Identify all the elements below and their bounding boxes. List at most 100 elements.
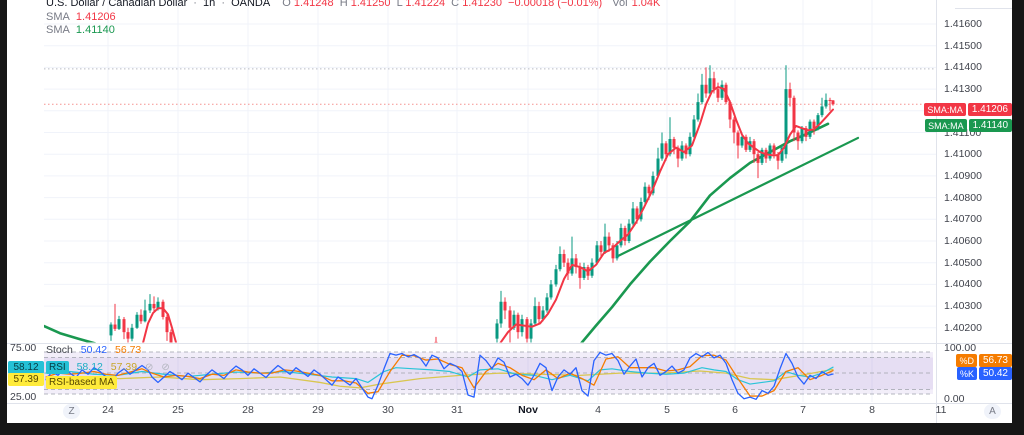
sma2-legend-row[interactable]: SMA 1.41140 bbox=[46, 24, 118, 36]
price-axis-border bbox=[936, 0, 937, 423]
badge-name: %D bbox=[956, 354, 977, 367]
candle-body bbox=[660, 143, 664, 159]
candle-body bbox=[495, 323, 499, 339]
candle-body bbox=[549, 284, 553, 298]
sma1-value: 1.41206 bbox=[75, 11, 116, 23]
sma2-label: SMA bbox=[46, 24, 70, 36]
price-axis-label: 1.40700 bbox=[944, 213, 982, 226]
candle-body bbox=[537, 306, 541, 320]
candle-body bbox=[595, 245, 599, 263]
candle-body bbox=[525, 319, 529, 339]
exchange-label: OANDA bbox=[231, 0, 271, 9]
candle-body bbox=[804, 128, 808, 137]
candle-body bbox=[672, 139, 676, 148]
stoch-name: Stoch bbox=[46, 344, 73, 356]
candle-body bbox=[143, 310, 147, 322]
candle-body bbox=[688, 136, 692, 155]
candle-body bbox=[740, 136, 744, 146]
axis-badge-smama: SMA:MA 1.41140 bbox=[925, 119, 1012, 132]
candle-body bbox=[692, 119, 696, 137]
price-axis-label: 1.40500 bbox=[944, 256, 982, 269]
stoch-legend-row[interactable]: Stoch 50.42 56.73 bbox=[46, 344, 146, 356]
candle-body bbox=[611, 245, 615, 259]
candle-body bbox=[720, 84, 724, 98]
candle-body bbox=[792, 97, 796, 133]
candle-body bbox=[708, 78, 712, 94]
separator-dot: · bbox=[193, 0, 197, 9]
badge-value: 1.41140 bbox=[968, 119, 1012, 132]
candle-body bbox=[615, 245, 619, 259]
pane-separator[interactable] bbox=[7, 343, 1012, 344]
symbol-title: U.S. Dollar / Canadian Dollar bbox=[46, 0, 188, 9]
time-axis-label: 6 bbox=[732, 404, 738, 416]
candle-body bbox=[776, 154, 780, 161]
stoch-d-value: 56.73 bbox=[114, 344, 142, 356]
badge-name: SMA:MA bbox=[925, 119, 967, 132]
time-axis-label: 29 bbox=[312, 404, 324, 416]
volume-label: Vol bbox=[612, 0, 628, 9]
candle-body bbox=[656, 158, 660, 176]
price-axis-label: 1.40200 bbox=[944, 321, 982, 334]
ohlc-c-label: C bbox=[451, 0, 460, 9]
stoch-k-line bbox=[45, 351, 834, 400]
auto-scale-button[interactable]: A bbox=[984, 404, 1001, 419]
oscillator-axis-label: 0.00 bbox=[944, 393, 965, 405]
sma2-value: 1.41140 bbox=[75, 24, 115, 36]
candle-body bbox=[599, 245, 603, 252]
candle-body bbox=[109, 324, 113, 336]
candle-body bbox=[760, 149, 764, 163]
rsi-legend-row[interactable]: RSI 58.12 57.39 ⊘ ⊘ bbox=[46, 361, 175, 374]
ohlc-o-label: O bbox=[282, 0, 291, 9]
candle-body bbox=[812, 121, 816, 129]
ohlc-l-value: 1.41224 bbox=[405, 0, 446, 9]
candle-body bbox=[643, 186, 647, 202]
candle-body bbox=[566, 262, 570, 274]
candle-body bbox=[744, 136, 748, 150]
oscillator-left-axis-label: 75.00 bbox=[10, 342, 37, 354]
time-axis-label: 11 bbox=[935, 404, 947, 416]
time-axis-label: 4 bbox=[595, 404, 601, 416]
right-edge-strip bbox=[1012, 0, 1024, 435]
right-price-axis[interactable]: CAD bbox=[936, 0, 1012, 423]
candle-body bbox=[664, 143, 668, 155]
rsi-ma-badge-row[interactable]: RSI-based MA bbox=[46, 376, 122, 389]
badge-value: 1.41206 bbox=[967, 103, 1012, 116]
sma-slow-line bbox=[44, 324, 96, 343]
candle-body bbox=[503, 301, 507, 311]
trendline bbox=[616, 136, 860, 258]
timezone-button[interactable]: Z bbox=[63, 404, 80, 419]
sma-slow-line bbox=[580, 122, 830, 343]
time-axis-border bbox=[7, 403, 1012, 404]
candle-body bbox=[516, 314, 520, 333]
price-axis-label: 1.40800 bbox=[944, 191, 982, 204]
candle-body bbox=[529, 323, 533, 339]
candle-body bbox=[704, 84, 708, 94]
price-axis-label: 1.40900 bbox=[944, 169, 982, 182]
price-axis-label: 1.41000 bbox=[944, 148, 982, 161]
candle-body bbox=[700, 84, 704, 103]
hide-source-icon[interactable]: ⊘ bbox=[145, 362, 154, 373]
candle-body bbox=[434, 341, 438, 343]
bottom-edge-strip bbox=[0, 423, 1024, 435]
left-axis-value-badge: 58.12 bbox=[8, 361, 44, 374]
price-axis-label: 1.40300 bbox=[944, 300, 982, 313]
rsi-value: 58.12 bbox=[76, 361, 103, 373]
interval-label: 1h bbox=[203, 0, 216, 9]
ohlc-o-value: 1.41248 bbox=[293, 0, 334, 9]
symbol-legend-row[interactable]: U.S. Dollar / Canadian Dollar · 1h · OAN… bbox=[46, 0, 663, 9]
hide-source-icon[interactable]: ⊘ bbox=[161, 362, 170, 373]
sma1-legend-row[interactable]: SMA 1.41206 bbox=[46, 11, 119, 23]
rsi-scale-badge: RSI bbox=[46, 361, 69, 374]
ohlc-l-label: L bbox=[396, 0, 403, 9]
candle-body bbox=[130, 327, 134, 339]
candle-body bbox=[165, 316, 169, 333]
time-axis-label: 28 bbox=[242, 404, 254, 416]
candle-body bbox=[676, 147, 680, 159]
price-axis-label: 1.41500 bbox=[944, 39, 982, 52]
candle-body bbox=[651, 175, 655, 194]
candle-body bbox=[578, 267, 582, 278]
ohlc-h-label: H bbox=[339, 0, 348, 9]
candle-body bbox=[619, 227, 623, 246]
